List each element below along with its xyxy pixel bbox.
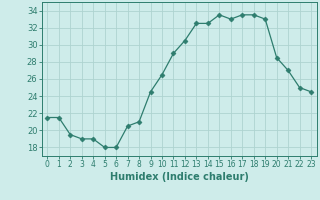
X-axis label: Humidex (Indice chaleur): Humidex (Indice chaleur): [110, 172, 249, 182]
